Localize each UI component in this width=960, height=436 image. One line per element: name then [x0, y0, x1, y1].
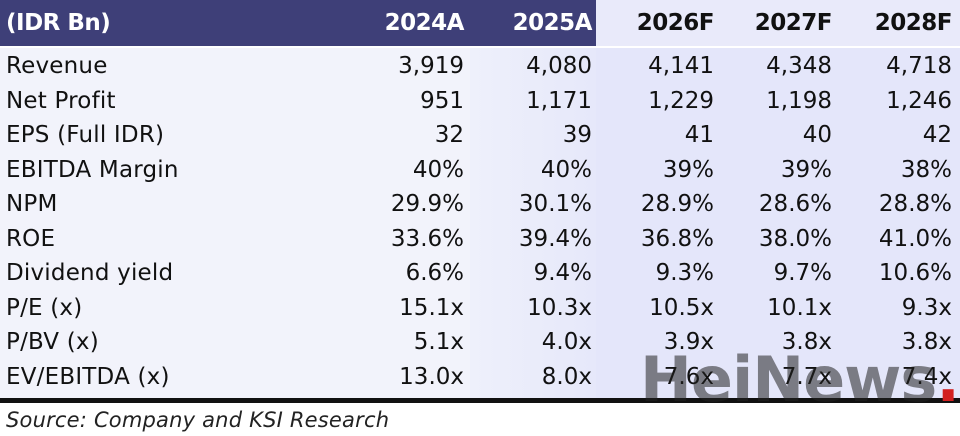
table-row: EBITDA Margin 40% 40% 39% 39% 38%: [0, 153, 960, 188]
value-cell: 4,718: [886, 53, 952, 79]
value-cell: 1,229: [648, 87, 714, 114]
row-label: Net Profit: [6, 87, 116, 114]
value-cell: 4.0x: [541, 329, 592, 355]
value-cell: 9.3%: [655, 260, 714, 286]
value-cell: 8.0x: [541, 363, 592, 390]
source-note: Source: Company and KSI Research: [6, 408, 390, 432]
forecast-columns-background: [596, 48, 960, 398]
unit-label: (IDR Bn): [6, 10, 111, 36]
value-cell: 15.1x: [399, 294, 464, 321]
value-cell: 9.7%: [773, 260, 832, 286]
value-cell: 42: [922, 122, 952, 148]
value-cell: 28.6%: [758, 191, 832, 217]
year-header-2027f: 2027F: [754, 10, 833, 36]
table-row: Revenue 3,919 4,080 4,141 4,348 4,718: [0, 49, 960, 84]
value-cell: 32: [434, 122, 464, 148]
value-cell: 4,348: [766, 53, 832, 79]
table-body-transition: [470, 48, 596, 398]
table-body-background: [0, 48, 470, 398]
year-header-2026f: 2026F: [636, 10, 715, 36]
value-cell: 10.5x: [649, 294, 714, 321]
table-row: P/BV (x) 5.1x 4.0x 3.9x 3.8x 3.8x: [0, 325, 960, 360]
value-cell: 9.4%: [533, 260, 592, 286]
value-cell: 7.4x: [901, 363, 952, 390]
value-cell: 40%: [540, 156, 592, 183]
value-cell: 28.9%: [640, 191, 714, 217]
row-label: Dividend yield: [6, 260, 174, 286]
value-cell: 40: [802, 122, 832, 148]
table-row: NPM 29.9% 30.1% 28.9% 28.6% 28.8%: [0, 187, 960, 222]
row-label: EPS (Full IDR): [6, 122, 165, 148]
table-row: Net Profit 951 1,171 1,229 1,198 1,246: [0, 84, 960, 119]
value-cell: 3,919: [398, 53, 464, 79]
header-actual-band: [0, 0, 596, 46]
table-bottom-rule: [0, 398, 960, 403]
table-row: P/E (x) 15.1x 10.3x 10.5x 10.1x 9.3x: [0, 291, 960, 326]
year-header-2028f: 2028F: [874, 10, 953, 36]
value-cell: 3.8x: [781, 329, 832, 355]
value-cell: 1,246: [886, 87, 952, 114]
table-row: EPS (Full IDR) 32 39 41 40 42: [0, 118, 960, 153]
value-cell: 38%: [900, 156, 952, 183]
value-cell: 39.4%: [518, 225, 592, 252]
value-cell: 40%: [412, 156, 464, 183]
value-cell: 10.6%: [878, 260, 952, 286]
year-header-2024a: 2024A: [384, 10, 465, 36]
value-cell: 1,198: [766, 87, 832, 114]
value-cell: 38.0%: [758, 225, 832, 252]
value-cell: 39%: [662, 156, 714, 183]
value-cell: 29.9%: [390, 191, 464, 217]
value-cell: 1,171: [526, 87, 592, 114]
value-cell: 4,141: [648, 53, 714, 79]
value-cell: 7.6x: [663, 363, 714, 390]
value-cell: 6.6%: [405, 260, 464, 286]
value-cell: 30.1%: [518, 191, 592, 217]
row-label: P/BV (x): [6, 329, 99, 355]
value-cell: 4,080: [526, 53, 592, 79]
value-cell: 951: [420, 87, 464, 114]
row-label: Revenue: [6, 53, 108, 79]
value-cell: 33.6%: [390, 225, 464, 252]
table-row: ROE 33.6% 39.4% 36.8% 38.0% 41.0%: [0, 222, 960, 257]
header-forecast-band: [596, 0, 960, 46]
value-cell: 28.8%: [878, 191, 952, 217]
value-cell: 9.3x: [901, 294, 952, 321]
row-label: NPM: [6, 191, 58, 217]
table-row: EV/EBITDA (x) 13.0x 8.0x 7.6x 7.7x 7.4x: [0, 360, 960, 395]
value-cell: 39%: [780, 156, 832, 183]
value-cell: 3.8x: [901, 329, 952, 355]
year-header-2025a: 2025A: [512, 10, 593, 36]
row-label: P/E (x): [6, 294, 83, 321]
row-label: EBITDA Margin: [6, 156, 179, 183]
value-cell: 36.8%: [640, 225, 714, 252]
value-cell: 41: [684, 122, 714, 148]
value-cell: 10.3x: [527, 294, 592, 321]
value-cell: 7.7x: [781, 363, 832, 390]
table-row: Dividend yield 6.6% 9.4% 9.3% 9.7% 10.6%: [0, 256, 960, 291]
value-cell: 39: [562, 122, 592, 148]
row-label: EV/EBITDA (x): [6, 363, 170, 390]
value-cell: 41.0%: [878, 225, 952, 252]
value-cell: 3.9x: [663, 329, 714, 355]
value-cell: 10.1x: [767, 294, 832, 321]
value-cell: 5.1x: [413, 329, 464, 355]
value-cell: 13.0x: [399, 363, 464, 390]
row-label: ROE: [6, 225, 56, 252]
